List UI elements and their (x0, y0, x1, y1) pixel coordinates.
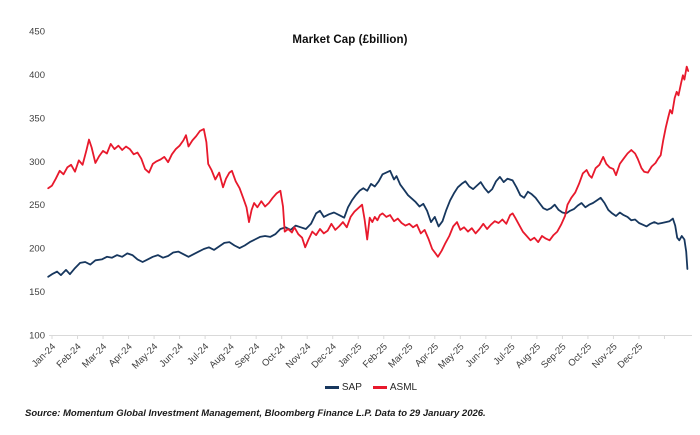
series-line-asml (47, 65, 690, 258)
x-tick-label: Nov-25 (590, 341, 619, 370)
x-tick-label: Oct-24 (260, 341, 288, 369)
y-tick-label: 450 (29, 27, 45, 38)
x-tick-label: Mar-24 (80, 341, 109, 370)
x-tick-label: Aug-25 (514, 341, 543, 370)
x-tick-label: Jun-25 (464, 341, 492, 369)
legend-item-sap: SAP (324, 382, 362, 393)
source-note: Source: Momentum Global Investment Manag… (25, 408, 486, 419)
x-tick-label: Jun-24 (157, 341, 185, 369)
legend: SAP ASML (52, 382, 690, 393)
x-tick-label: May-25 (436, 341, 466, 371)
y-tick-label: 100 (29, 331, 45, 342)
y-tick-label: 400 (29, 70, 45, 81)
y-tick-label: 250 (29, 200, 45, 211)
x-tick-label: Dec-25 (616, 341, 645, 370)
x-tick-label: Nov-24 (284, 341, 313, 370)
y-tick-label: 200 (29, 244, 45, 255)
chart-plot-area: 100150200250300350400450Jan-24Feb-24Mar-… (29, 27, 692, 372)
x-tick-label: Jan-25 (336, 341, 364, 369)
x-tick-label: Sep-25 (539, 341, 568, 370)
x-tick-label: Mar-25 (386, 341, 415, 370)
x-tick-label: Feb-25 (361, 341, 390, 370)
y-tick-label: 350 (29, 113, 45, 124)
chart-title: Market Cap (£billion) (292, 34, 408, 46)
x-tick-label: Jan-24 (30, 341, 58, 369)
x-tick-label: Feb-24 (55, 341, 84, 370)
x-tick-label: May-24 (130, 341, 160, 371)
y-tick-label: 150 (29, 287, 45, 298)
x-tick-label: Aug-24 (207, 341, 236, 370)
sap-line-swatch (324, 386, 339, 389)
legend-label-asml: ASML (389, 382, 418, 393)
asml-line-swatch (372, 386, 387, 389)
x-tick-label: Dec-24 (309, 341, 338, 370)
x-tick-label: Oct-25 (566, 341, 594, 369)
y-tick-label: 300 (29, 157, 45, 168)
legend-item-asml: ASML (372, 382, 418, 393)
x-tick-label: Sep-24 (233, 341, 262, 370)
series-line-sap (47, 169, 689, 278)
legend-label-sap: SAP (341, 382, 362, 393)
